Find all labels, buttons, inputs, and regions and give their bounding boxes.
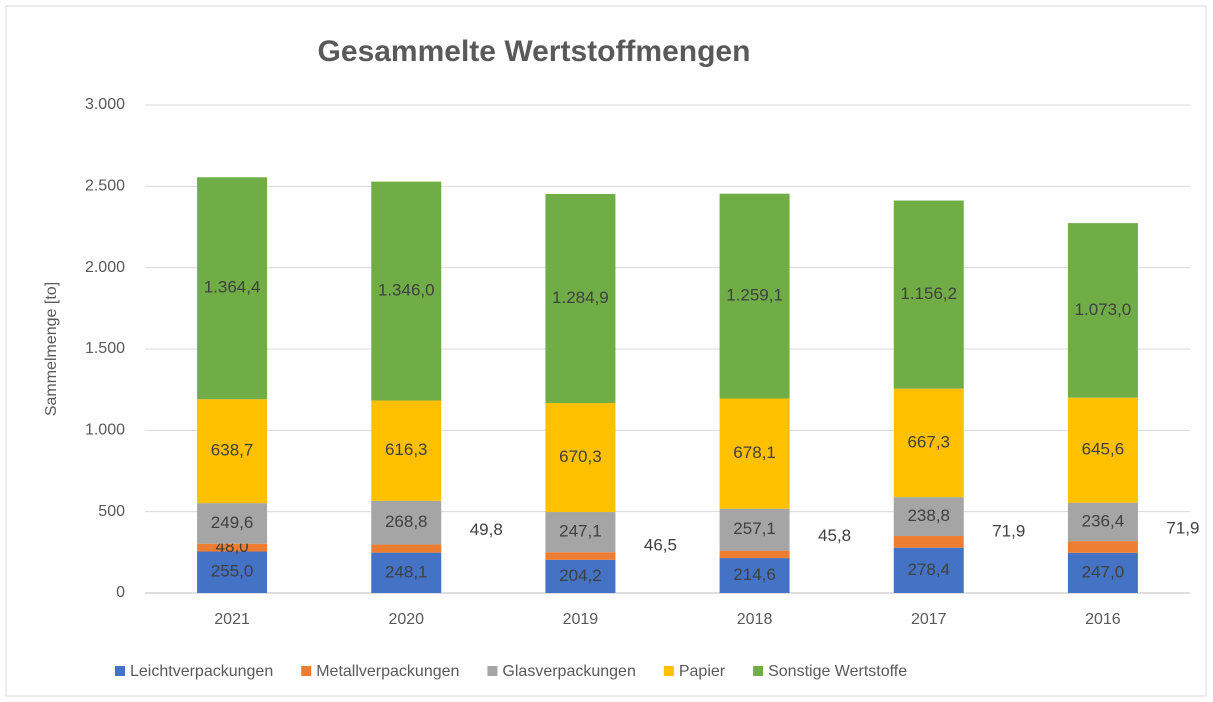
y-tick-label: 500 (98, 503, 125, 520)
data-label: 638,7 (211, 441, 254, 460)
data-label: 667,3 (907, 432, 950, 451)
bar-segment (197, 177, 268, 400)
legend-label: Sonstige Wertstoffe (768, 663, 907, 680)
legend-label: Leichtverpackungen (130, 663, 273, 680)
legend-label: Glasverpackungen (502, 663, 635, 680)
bar-segment (1067, 397, 1138, 503)
y-tick-label: 0 (116, 584, 125, 601)
data-label: 45,8 (818, 526, 851, 545)
bar-segment (545, 402, 616, 513)
data-label: 238,8 (907, 506, 950, 525)
data-label: 204,2 (559, 566, 602, 585)
bar-segment (197, 503, 268, 544)
chart-title: Gesammelte Wertstoffmengen (318, 35, 751, 68)
bar-segment (545, 193, 616, 403)
x-tick-label: 2016 (1085, 611, 1121, 628)
bar-segment (719, 193, 790, 399)
bar-segment (197, 543, 268, 552)
bar-segment (197, 551, 268, 593)
data-label: 247,0 (1082, 562, 1125, 581)
y-tick-label: 1.500 (85, 340, 125, 357)
bar-segment (893, 200, 964, 389)
bar-segment (1067, 541, 1138, 553)
y-axis-title: Sammelmenge [to] (43, 282, 60, 416)
bar-segment (371, 544, 442, 553)
bar-segment (197, 399, 268, 504)
bar-segment (371, 552, 442, 593)
bar-segment (371, 181, 442, 401)
x-tick-label: 2021 (214, 611, 250, 628)
bar-segment (719, 550, 790, 559)
legend-swatch (753, 666, 764, 676)
bar-segment (1067, 223, 1138, 398)
bar-segment (719, 508, 790, 551)
data-label: 1.259,1 (726, 286, 783, 305)
data-label: 71,9 (1166, 518, 1199, 537)
data-label: 49,8 (470, 520, 503, 539)
y-tick-label: 1.000 (85, 422, 125, 439)
data-label: 678,1 (733, 443, 776, 462)
x-tick-label: 2019 (563, 611, 599, 628)
data-label: 268,8 (385, 512, 428, 531)
bar-segment (893, 547, 964, 593)
data-label: 257,1 (733, 519, 776, 538)
bar-segment (371, 400, 442, 501)
bar-segment (893, 388, 964, 498)
data-label: 1.073,0 (1075, 300, 1132, 319)
bar-segment (545, 552, 616, 560)
data-label: 1.364,4 (204, 278, 261, 297)
data-label: 255,0 (211, 562, 254, 581)
data-label: 1.346,0 (378, 281, 435, 300)
legend-swatch (115, 666, 125, 676)
bar-segment (719, 558, 790, 593)
y-tick-label: 3.000 (85, 96, 125, 113)
y-tick-label: 2.000 (85, 259, 125, 276)
legend-label: Metallverpackungen (316, 663, 459, 680)
data-label: 1.284,9 (552, 288, 609, 307)
data-label: 670,3 (559, 447, 602, 466)
x-tick-label: 2020 (388, 611, 424, 628)
bar-segment (1067, 552, 1138, 593)
y-tick-label: 2.500 (85, 178, 125, 195)
legend-swatch (487, 666, 498, 676)
legend-swatch (301, 666, 312, 676)
bar-segment (1067, 502, 1138, 542)
data-label: 278,4 (907, 560, 950, 579)
bar-segment (545, 512, 616, 553)
x-tick-label: 2017 (911, 611, 947, 628)
bar-segment (545, 559, 616, 593)
legend-label: Papier (679, 663, 726, 680)
data-label: 236,4 (1082, 511, 1125, 530)
bar-segment (893, 497, 964, 537)
bar-segment (719, 398, 790, 509)
data-label: 248,1 (385, 562, 428, 581)
data-label: 249,6 (211, 513, 254, 532)
x-tick-label: 2018 (737, 611, 773, 628)
data-label: 247,1 (559, 522, 602, 541)
data-label: 71,9 (992, 521, 1025, 540)
bar-segment (371, 500, 442, 545)
bar-segment (893, 536, 964, 548)
data-label: 46,5 (644, 535, 677, 554)
legend-swatch (663, 666, 674, 676)
data-label: 616,3 (385, 440, 428, 459)
data-label: 214,6 (733, 565, 776, 584)
data-label: 645,6 (1082, 440, 1125, 459)
data-label: 1.156,2 (900, 284, 957, 303)
